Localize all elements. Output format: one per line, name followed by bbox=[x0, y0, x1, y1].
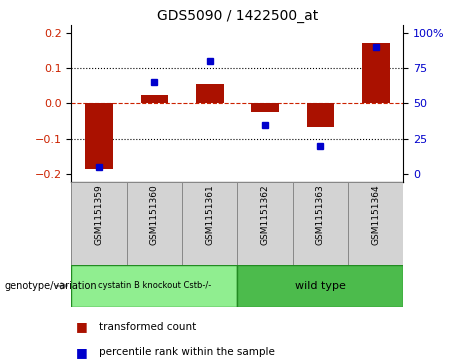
Text: GSM1151362: GSM1151362 bbox=[260, 184, 270, 245]
Text: ■: ■ bbox=[76, 346, 88, 359]
Text: GSM1151364: GSM1151364 bbox=[371, 184, 380, 245]
Bar bbox=[307, 103, 334, 127]
Bar bbox=[85, 103, 113, 169]
Text: GSM1151360: GSM1151360 bbox=[150, 184, 159, 245]
Text: cystatin B knockout Cstb-/-: cystatin B knockout Cstb-/- bbox=[98, 281, 211, 290]
FancyBboxPatch shape bbox=[237, 265, 403, 307]
FancyBboxPatch shape bbox=[237, 182, 293, 265]
FancyBboxPatch shape bbox=[182, 182, 237, 265]
Text: wild type: wild type bbox=[295, 281, 346, 291]
Text: genotype/variation: genotype/variation bbox=[5, 281, 97, 291]
Text: transformed count: transformed count bbox=[99, 322, 196, 332]
Text: GSM1151359: GSM1151359 bbox=[95, 184, 104, 245]
FancyBboxPatch shape bbox=[71, 182, 127, 265]
Bar bbox=[196, 84, 224, 103]
FancyBboxPatch shape bbox=[348, 182, 403, 265]
Text: GSM1151361: GSM1151361 bbox=[205, 184, 214, 245]
Title: GDS5090 / 1422500_at: GDS5090 / 1422500_at bbox=[157, 9, 318, 23]
Text: ■: ■ bbox=[76, 320, 88, 333]
Bar bbox=[141, 95, 168, 103]
FancyBboxPatch shape bbox=[71, 265, 237, 307]
FancyBboxPatch shape bbox=[293, 182, 348, 265]
Text: percentile rank within the sample: percentile rank within the sample bbox=[99, 347, 275, 357]
FancyBboxPatch shape bbox=[127, 182, 182, 265]
Text: GSM1151363: GSM1151363 bbox=[316, 184, 325, 245]
Bar bbox=[251, 103, 279, 112]
Bar bbox=[362, 43, 390, 103]
